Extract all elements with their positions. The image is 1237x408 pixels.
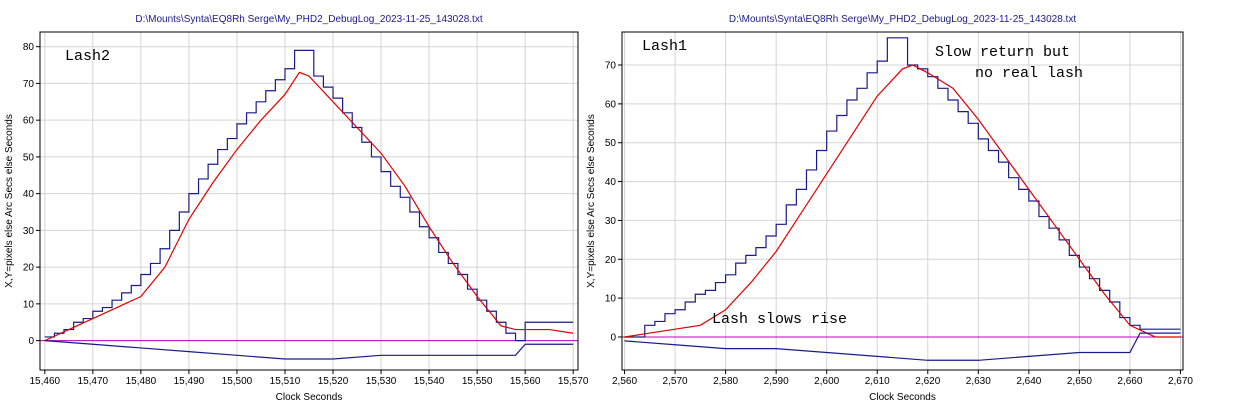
y-tick-label: 20 [23,263,35,274]
plot-area [40,32,578,370]
y-tick-label: 40 [605,177,617,188]
annotation: no real lash [975,65,1083,82]
y-tick-label: 60 [23,116,35,127]
y-tick-label: 70 [23,79,35,90]
x-tick-label: 15,500 [222,376,253,387]
y-tick-label: 20 [605,255,617,266]
data-line [624,332,1181,361]
y-tick-label: 30 [605,216,617,227]
y-tick-label: 0 [610,332,616,343]
annotation: Lash2 [65,48,110,65]
chart: 15,460 15,470 15,480 15,490 15,500 15,510 15,5… [4,14,589,403]
y-axis-label: X,Y=pixels else Arc Secs else Seconds [586,114,597,288]
x-axis-label: Clock Seconds [869,392,936,403]
x-tick-label: 15,470 [78,376,109,387]
annotation: Lash1 [642,38,687,55]
y-tick-label: 0 [28,336,34,347]
x-tick-label: 2,590 [764,376,789,387]
x-tick-label: 2,660 [1117,376,1142,387]
x-tick-label: 15,550 [462,376,493,387]
x-tick-label: 15,530 [366,376,397,387]
x-tick-label: 15,510 [270,376,301,387]
x-tick-label: 2,570 [663,376,688,387]
data-line [624,64,1181,338]
y-tick-label: 70 [605,61,617,72]
x-tick-label: 2,610 [865,376,890,387]
x-tick-label: 15,540 [414,376,445,387]
annotation: Slow return but [935,44,1070,61]
chart-title: D:\Mounts\Synta\EQ8Rh Serge\My_PHD2_Debu… [729,14,1076,25]
y-tick-label: 10 [605,294,617,305]
x-axis-label: Clock Seconds [276,392,343,403]
data-line [44,71,574,342]
chart: 2,560 2,570 2,580 2,590 2,600 2,610 2,620 2,630… [586,14,1193,403]
plot-area [622,32,1183,370]
plot-frame [39,31,579,371]
x-tick-label: 2,630 [966,376,991,387]
y-tick-label: 30 [23,226,35,237]
x-tick-label: 15,570 [558,376,589,387]
y-tick-label: 50 [23,152,35,163]
x-tick-label: 2,560 [612,376,637,387]
y-tick-label: 40 [23,189,35,200]
x-tick-label: 2,600 [814,376,839,387]
x-tick-label: 15,520 [318,376,349,387]
data-line [44,340,574,360]
x-tick-label: 2,640 [1016,376,1041,387]
x-tick-label: 2,650 [1067,376,1092,387]
x-tick-label: 15,490 [174,376,205,387]
x-tick-label: 15,460 [30,376,61,387]
y-tick-label: 80 [23,42,35,53]
annotation: Lash slows rise [712,311,847,328]
y-axis-label: X,Y=pixels else Arc Secs else Seconds [4,114,15,288]
x-tick-label: 2,580 [713,376,738,387]
x-tick-label: 2,670 [1168,376,1193,387]
x-tick-label: 2,620 [915,376,940,387]
x-tick-label: 15,560 [510,376,541,387]
chart-title: D:\Mounts\Synta\EQ8Rh Serge\My_PHD2_Debu… [135,14,482,25]
y-tick-label: 10 [23,299,35,310]
y-tick-label: 60 [605,99,617,110]
y-tick-label: 50 [605,138,617,149]
x-tick-label: 15,480 [126,376,157,387]
plot-frame [621,31,1184,371]
